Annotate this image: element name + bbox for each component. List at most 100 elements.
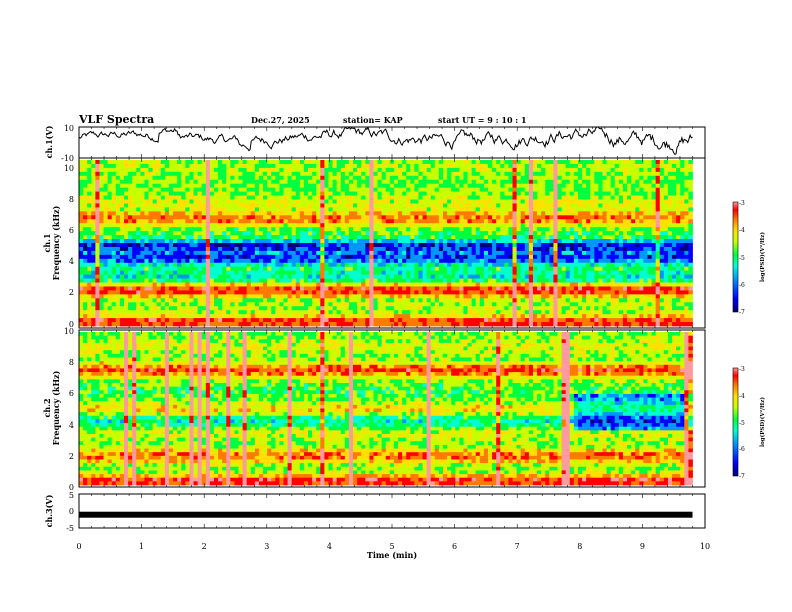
- spectrogram-cell: [271, 282, 276, 287]
- spectrogram-cell: [590, 227, 595, 232]
- spectrogram-cell: [132, 223, 137, 228]
- spectrogram-cell: [627, 239, 632, 244]
- spectrogram-cell: [361, 183, 366, 189]
- spectrogram-cell: [332, 223, 338, 228]
- spectrogram-cell: [500, 223, 505, 228]
- spectrogram-cell: [152, 199, 158, 204]
- spectrogram-cell: [508, 239, 513, 244]
- spectrogram-cell: [357, 163, 362, 169]
- spectrogram-cell: [168, 207, 174, 212]
- spectrogram-cell: [156, 227, 162, 232]
- spectrogram-cell: [218, 187, 223, 193]
- spectrogram-cell: [136, 163, 141, 169]
- spectrogram-cell: [144, 286, 149, 291]
- spectrogram-cell: [557, 187, 562, 193]
- spectrogram-cell: [496, 219, 501, 224]
- spectrogram-cell: [426, 207, 432, 212]
- spectrogram-cell: [500, 207, 505, 212]
- spectrogram-cell: [267, 231, 272, 236]
- spectrogram-cell: [487, 239, 493, 244]
- spectrogram-cell: [451, 203, 456, 208]
- spectrogram-cell: [467, 163, 473, 169]
- spectrogram-cell: [79, 243, 84, 248]
- spectrogram-cell: [185, 195, 190, 200]
- spectrogram-cell: [659, 254, 665, 260]
- spectrogram-cell: [443, 167, 448, 173]
- spectrogram-cell: [553, 195, 558, 200]
- spectrogram-cell: [230, 278, 235, 283]
- spectrogram-cell: [189, 195, 194, 200]
- spectrogram-cell: [393, 175, 399, 181]
- spectrogram-cell: [340, 266, 346, 272]
- spectrogram-cell: [393, 223, 399, 228]
- spectrogram-cell: [173, 278, 178, 283]
- spectrogram-cell: [557, 171, 562, 177]
- spectrogram-cell: [614, 254, 620, 260]
- spectrogram-cell: [463, 223, 468, 228]
- spectrogram-cell: [504, 179, 509, 185]
- spectrogram-cell: [107, 286, 113, 291]
- spectrogram-cell: [267, 239, 272, 244]
- spectrogram-cell: [328, 258, 333, 264]
- spectrogram-cell: [398, 266, 403, 272]
- spectrogram-cell: [569, 195, 575, 200]
- spectrogram-cell: [483, 262, 489, 268]
- spectrogram-cell: [222, 262, 227, 268]
- spectrogram-cell: [549, 266, 554, 272]
- spectrogram-cell: [107, 203, 113, 208]
- spectrogram-cell: [344, 258, 350, 264]
- spectrogram-cell: [95, 199, 100, 204]
- spectrogram-cell: [369, 266, 374, 272]
- spectrogram-cell: [353, 278, 358, 283]
- spectrogram-cell: [475, 282, 481, 287]
- spectrogram-cell: [483, 266, 489, 272]
- spectrogram-cell: [504, 246, 509, 252]
- spectrogram-cell: [463, 266, 468, 272]
- spectrogram-cell: [573, 219, 579, 224]
- spectrogram-cell: [598, 262, 603, 268]
- spectrogram-cell: [602, 262, 607, 268]
- spectrogram-cell: [594, 250, 599, 256]
- spectrogram-cell: [618, 163, 624, 169]
- spectrogram-cell: [226, 207, 231, 212]
- spectrogram-cell: [279, 183, 284, 189]
- spectrogram-cell: [680, 231, 685, 236]
- spectrogram-cell: [128, 274, 133, 279]
- spectrogram-cell: [532, 175, 538, 181]
- spectrogram-cell: [312, 243, 317, 248]
- spectrogram-cell: [111, 270, 117, 276]
- spectrogram-cell: [357, 203, 362, 208]
- spectrogram-cell: [447, 167, 452, 173]
- spectrogram-cell: [365, 250, 370, 256]
- spectrogram-cell: [524, 227, 530, 232]
- spectrogram-cell: [577, 270, 583, 276]
- spectrogram-cell: [667, 219, 673, 224]
- spectrogram-cell: [512, 163, 518, 169]
- spectrogram-cell: [160, 227, 166, 232]
- spectrogram-cell: [250, 163, 256, 169]
- spectrogram-cell: [209, 179, 215, 185]
- spectrogram-cell: [95, 235, 100, 240]
- spectrogram-cell: [365, 282, 370, 287]
- spectrogram-cell: [197, 227, 203, 232]
- spectrogram-cell: [455, 278, 460, 283]
- spectrogram-cell: [160, 191, 166, 196]
- spectrogram-cell: [532, 215, 538, 220]
- spectrogram-cell: [173, 179, 178, 185]
- spectrogram-cell: [95, 239, 100, 244]
- spectrogram-cell: [99, 191, 104, 196]
- spectrogram-cell: [193, 199, 199, 204]
- spectrogram-cell: [598, 246, 603, 252]
- spectrogram-cell: [119, 195, 125, 200]
- spectrogram-cell: [344, 250, 350, 256]
- spectrogram-cell: [79, 282, 84, 287]
- spectrogram-cell: [410, 171, 415, 177]
- spectrogram-cell: [492, 211, 497, 216]
- spectrogram-cell: [434, 203, 440, 208]
- spectrogram-cell: [373, 246, 378, 252]
- spectrogram-cell: [83, 191, 88, 196]
- spectrogram-cell: [340, 254, 346, 260]
- spectrogram-cell: [393, 179, 399, 185]
- spectrogram-cell: [643, 203, 648, 208]
- spectrogram-cell: [344, 266, 350, 272]
